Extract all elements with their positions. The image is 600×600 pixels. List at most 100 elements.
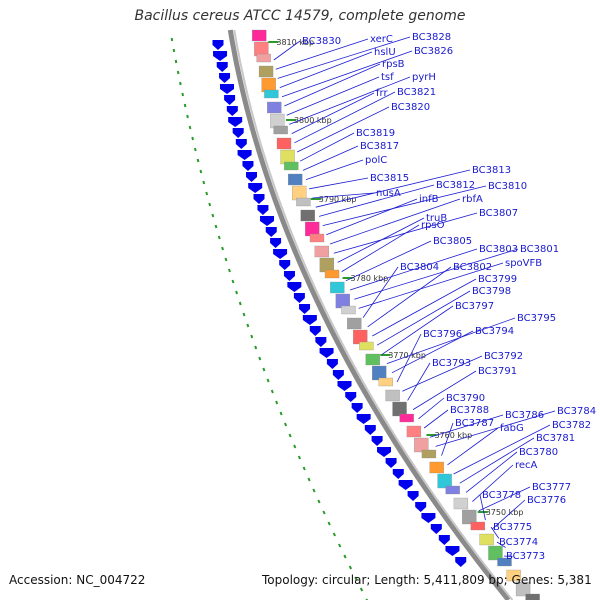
ring-tick — [191, 136, 194, 141]
gene-leader-line — [319, 184, 435, 217]
gene-arrow — [371, 436, 383, 446]
gene-label: BC3815 — [370, 173, 409, 184]
gene-label: rpsB — [382, 59, 405, 70]
gene-leader-line — [376, 290, 471, 346]
gene-leader-line — [402, 355, 483, 392]
gene-arrow — [293, 293, 305, 303]
gene-leader-line — [418, 397, 445, 420]
gene-label: BC3791 — [478, 366, 517, 377]
gene-label: BC3795 — [517, 313, 556, 324]
gene-leader-line — [294, 91, 396, 144]
gene-arrow — [356, 414, 371, 424]
gene-label: BC3780 — [519, 447, 558, 458]
gene-arrow — [415, 502, 427, 512]
gene-label: BC3793 — [432, 358, 471, 369]
gene-leader-line — [345, 240, 432, 282]
gene-label: xerC — [370, 34, 393, 45]
gene-leader-line — [407, 362, 431, 401]
gene-arrow — [265, 227, 277, 237]
gene-leader-line — [472, 464, 514, 502]
ring-tick — [170, 37, 174, 42]
gene-label: infB — [419, 194, 439, 205]
ring-tick — [307, 477, 311, 482]
gene-arrow — [237, 150, 252, 160]
gene-label: BC3774 — [499, 537, 538, 548]
gene-label: polC — [365, 155, 387, 166]
gene-leader-line — [315, 169, 471, 208]
gene-label: BC3797 — [455, 301, 494, 312]
ring-tick — [227, 268, 231, 273]
gene-block — [515, 581, 531, 597]
ring-tick — [354, 576, 358, 581]
gene-leader-line — [465, 451, 518, 493]
gene-arrow — [283, 271, 295, 281]
gene-leader-line — [358, 262, 504, 309]
gene-arrow — [326, 359, 338, 369]
gene-leader-line — [447, 427, 499, 466]
gene-arrow — [220, 84, 235, 94]
gene-label: BC3819 — [356, 128, 395, 139]
gene-label: BC3788 — [450, 405, 489, 416]
ring-tick — [176, 70, 180, 75]
gene-arrow — [232, 128, 244, 138]
kbp-label: 3790 kbp — [319, 195, 357, 204]
gene-label: BC3804 — [400, 262, 439, 273]
gene-arrow — [351, 403, 363, 413]
ring-tick — [172, 48, 176, 53]
ring-tick — [181, 92, 184, 97]
gene-block — [288, 173, 303, 186]
gene-block — [399, 413, 414, 423]
gene-block — [506, 569, 521, 582]
ring-tick — [183, 103, 187, 108]
gene-leader-line — [297, 106, 390, 153]
gene-leader-line — [289, 76, 411, 125]
gene-label: BC3784 — [557, 406, 596, 417]
gene-label: BC3792 — [484, 351, 523, 362]
gene-label: BC3802 — [453, 262, 492, 273]
ring-tick — [270, 389, 274, 394]
gene-arrow — [212, 40, 224, 50]
gene-label: frr — [376, 88, 388, 99]
ring-tick — [193, 147, 197, 152]
gene-leader-line — [367, 266, 452, 328]
gene-leader-line — [299, 132, 355, 162]
gene-leader-line — [441, 422, 454, 456]
gene-block — [267, 101, 282, 114]
gene-arrow — [319, 348, 334, 358]
gene-leader-line — [362, 266, 399, 318]
ring-tick — [242, 312, 246, 317]
kbp-label: 3800 kbp — [294, 116, 332, 125]
gene-block — [341, 305, 356, 315]
gene-arrow — [392, 469, 404, 479]
ring-tick — [275, 400, 279, 405]
kbp-label: 3750 kbp — [486, 508, 524, 517]
gene-block — [453, 497, 469, 510]
ring-tick — [214, 224, 218, 229]
gene-label: BC3776 — [527, 495, 566, 506]
ring-tick — [238, 301, 242, 306]
gene-block — [330, 281, 345, 294]
gene-leader-line — [429, 414, 504, 438]
gene-label: fabG — [500, 423, 524, 434]
gene-label: BC3786 — [505, 410, 544, 421]
gene-arrow — [438, 535, 450, 545]
gene-label: BC3798 — [472, 286, 511, 297]
gene-leader-line — [341, 224, 420, 272]
gene-block — [488, 545, 503, 561]
ring-tick — [312, 488, 316, 493]
gene-leader-line — [329, 198, 461, 245]
gene-arrow — [345, 392, 357, 402]
gene-arrow — [398, 480, 413, 490]
genome-backbone — [227, 29, 511, 600]
gene-leader-line — [305, 159, 364, 180]
ring-tick — [224, 257, 228, 262]
gene-leader-line — [277, 36, 411, 79]
gene-arrow — [445, 546, 460, 556]
gene-label: truB — [426, 213, 447, 224]
gene-block — [378, 377, 393, 387]
gene-leader-line — [412, 370, 477, 410]
gene-label: BC3782 — [552, 420, 591, 431]
gene-block — [365, 353, 380, 366]
ring-tick — [284, 422, 288, 427]
